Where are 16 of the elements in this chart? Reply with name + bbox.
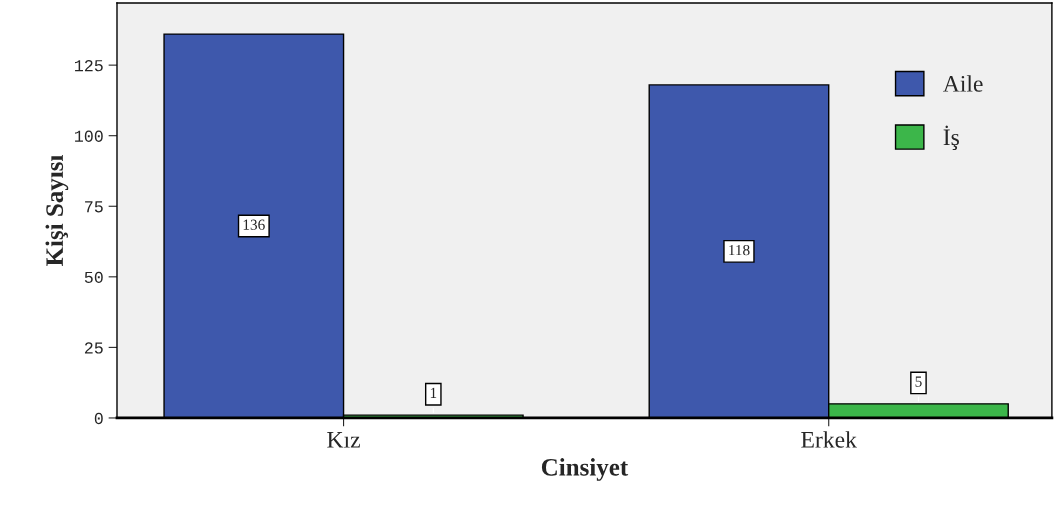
y-tick-label: 75 [85,201,103,213]
y-tick-label: 125 [75,60,103,72]
legend-label: Aile [943,75,983,92]
y-tick-label: 100 [75,130,103,142]
x-tick-label: Kız [327,432,360,448]
y-axis-title: Kişi Sayısı [45,154,69,266]
data-label: 5 [915,376,922,387]
data-label: 118 [729,244,750,256]
y-tick-label: 50 [84,271,103,284]
x-tick-label: Erkek [801,431,857,448]
data-label: 136 [243,219,265,230]
data-label: 1 [430,387,437,398]
y-tick-label: 0 [94,412,103,425]
y-tick-label: 25 [84,342,103,354]
x-axis-title: Cinsiyet [541,458,629,481]
legend-label: İş [943,125,959,151]
